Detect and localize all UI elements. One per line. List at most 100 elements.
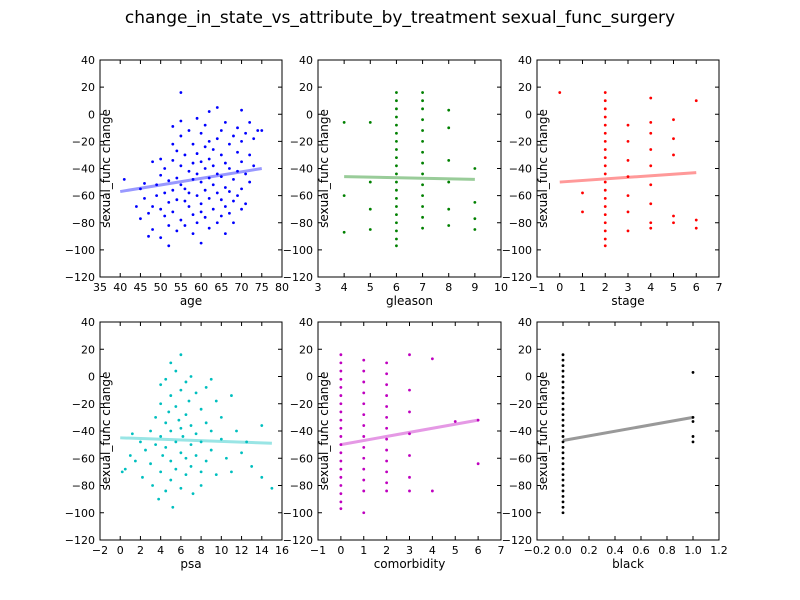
data-point: [179, 426, 183, 430]
data-point: [395, 213, 398, 217]
x-tick-label: 8: [445, 281, 452, 294]
data-point: [163, 191, 167, 195]
y-tick-label: 20: [518, 343, 532, 356]
data-point: [240, 187, 243, 191]
data-point: [169, 478, 173, 482]
data-point: [395, 196, 398, 200]
data-point: [672, 153, 675, 157]
data-point: [385, 383, 389, 387]
data-point: [155, 194, 159, 198]
x-tick-label: 1.0: [684, 544, 702, 557]
data-point: [649, 131, 653, 135]
x-tick-label: −2: [92, 544, 108, 557]
y-tick-label: −100: [283, 507, 313, 520]
data-point: [395, 148, 398, 151]
data-point: [362, 413, 366, 417]
data-point: [194, 454, 198, 457]
data-point: [362, 369, 366, 373]
data-point: [232, 199, 235, 203]
data-point: [256, 129, 260, 132]
data-point: [421, 226, 424, 230]
data-point: [339, 492, 343, 496]
data-point: [244, 172, 248, 176]
data-point: [219, 214, 223, 218]
subplot-black: −0.2 0.0 0.2 0.4 0.6 0.8 1.0 1.2 −120 −100 −80 −60 −…: [502, 316, 728, 571]
data-point: [184, 413, 188, 417]
data-point: [395, 221, 398, 225]
data-point: [561, 407, 565, 411]
y-axis-label: sexual_func change: [536, 372, 550, 491]
data-point: [421, 183, 424, 187]
data-point: [195, 172, 199, 176]
y-tick-label: 0: [88, 371, 95, 384]
data-point: [691, 371, 695, 374]
x-axis-label: age: [180, 294, 202, 308]
data-point: [561, 402, 565, 406]
data-point: [199, 241, 203, 245]
data-point: [260, 424, 264, 427]
data-point: [169, 459, 173, 463]
data-point: [691, 415, 695, 419]
data-point: [626, 123, 630, 127]
data-point: [558, 91, 562, 94]
data-point: [228, 190, 231, 193]
data-point: [473, 201, 477, 204]
y-tick-label: −40: [509, 163, 532, 176]
y-tick-label: 40: [518, 54, 532, 67]
data-point: [240, 207, 243, 211]
data-point: [187, 169, 191, 173]
data-point: [408, 475, 411, 479]
data-point: [184, 380, 188, 384]
x-tick-label: 6: [475, 544, 482, 557]
data-point: [203, 188, 207, 192]
x-tick-label: 12: [235, 544, 249, 557]
data-point: [603, 196, 607, 200]
y-tick-label: 40: [299, 54, 313, 67]
data-point: [339, 361, 343, 365]
data-point: [362, 456, 366, 460]
data-point: [195, 221, 199, 225]
y-tick-label: 40: [81, 54, 95, 67]
data-point: [174, 467, 178, 471]
x-tick-label: 0.8: [658, 544, 676, 557]
data-point: [473, 217, 477, 221]
data-point: [167, 410, 171, 414]
data-point: [421, 139, 424, 143]
x-tick-label: 40: [113, 281, 127, 294]
data-point: [123, 467, 127, 471]
x-tick-label: 55: [174, 281, 188, 294]
data-point: [240, 139, 243, 143]
data-point: [430, 489, 434, 493]
data-point: [209, 377, 213, 381]
data-point: [649, 96, 653, 100]
data-point: [228, 211, 231, 215]
x-tick-label: 4: [429, 544, 436, 557]
data-point: [175, 149, 179, 153]
y-tick-label: 20: [81, 81, 95, 94]
x-tick-label: 60: [194, 281, 208, 294]
data-point: [385, 394, 389, 397]
data-point: [159, 470, 163, 474]
data-point: [187, 191, 191, 195]
data-point: [385, 415, 389, 419]
data-point: [143, 182, 146, 185]
data-point: [130, 432, 134, 436]
data-point: [175, 176, 179, 180]
data-point: [339, 353, 343, 357]
data-point: [203, 215, 207, 219]
data-point: [626, 175, 630, 179]
data-point: [163, 214, 167, 218]
data-point: [161, 454, 165, 457]
data-point: [476, 462, 480, 466]
x-axis-label: gleason: [386, 294, 433, 308]
data-point: [204, 386, 208, 389]
data-point: [155, 183, 159, 187]
data-point: [421, 172, 424, 176]
data-point: [385, 489, 389, 493]
data-point: [561, 467, 565, 471]
data-point: [207, 176, 211, 180]
data-point: [603, 237, 607, 241]
data-point: [199, 202, 203, 206]
data-point: [473, 167, 477, 170]
data-point: [395, 164, 398, 168]
